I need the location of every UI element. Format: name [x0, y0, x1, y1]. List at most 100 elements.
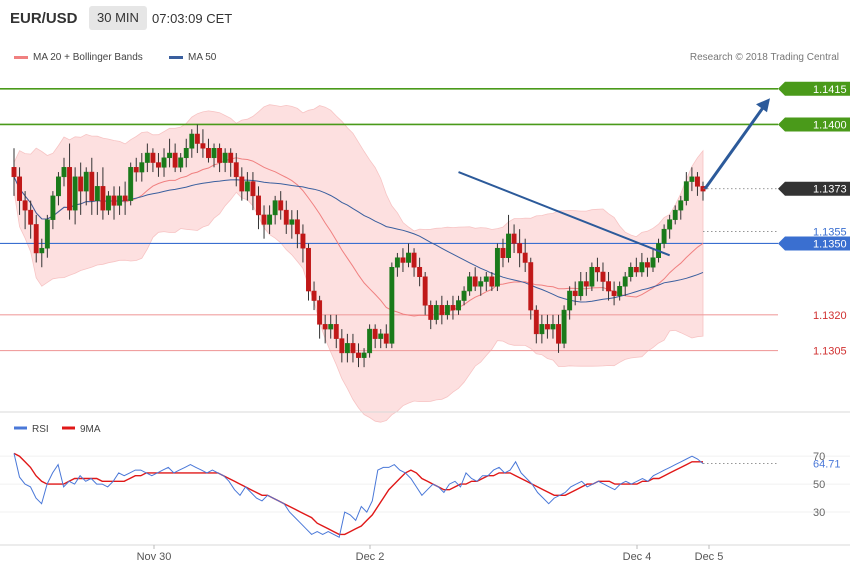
candle-body: [56, 176, 61, 197]
candle: [661, 224, 667, 249]
ma50-swatch: [169, 55, 183, 59]
candle-body: [306, 247, 311, 292]
candle-body: [172, 152, 178, 168]
candle-body: [678, 200, 684, 211]
rsi-current-value: 64.71: [813, 459, 841, 471]
candle: [494, 243, 500, 292]
candle-body: [439, 305, 445, 316]
candle: [89, 157, 95, 215]
candle: [589, 262, 595, 292]
candle: [306, 243, 311, 301]
candle: [28, 200, 34, 239]
candle: [222, 148, 228, 173]
candle-body: [217, 148, 223, 163]
candle: [461, 286, 467, 306]
candle: [694, 172, 700, 196]
candle: [594, 257, 600, 282]
candle: [294, 210, 300, 249]
candle-body: [83, 171, 89, 192]
candle: [39, 238, 45, 268]
candle: [72, 167, 78, 225]
ma9-line: [13, 452, 703, 536]
candle: [650, 248, 656, 272]
candle-body: [600, 271, 606, 282]
candle: [411, 248, 417, 277]
level-label-1.1305: 1.1305: [813, 346, 847, 358]
candle: [189, 129, 195, 158]
candle-body: [144, 152, 150, 163]
candle: [444, 300, 450, 320]
candle: [678, 195, 684, 220]
candle: [50, 191, 56, 230]
candle-body: [278, 200, 284, 211]
candle: [428, 300, 434, 330]
candle: [194, 124, 200, 154]
candle: [506, 214, 511, 263]
candle: [78, 162, 84, 215]
candle-body: [183, 148, 189, 159]
level-tag-1.1415: [778, 81, 850, 96]
candle: [478, 276, 484, 296]
candle-body: [267, 214, 273, 225]
candle: [611, 281, 617, 306]
candle-body: [583, 281, 589, 287]
candle: [400, 248, 406, 272]
candle: [617, 281, 623, 301]
candle: [344, 333, 350, 363]
candle: [561, 305, 567, 349]
candle-body: [539, 324, 545, 335]
timeframe-badge[interactable]: 30 MIN: [89, 6, 147, 30]
candle: [639, 252, 645, 277]
candle: [278, 191, 284, 220]
candle: [289, 210, 295, 239]
candle: [283, 200, 289, 234]
candle-body: [244, 181, 250, 192]
candle: [328, 314, 334, 339]
candle: [261, 205, 267, 239]
candle: [133, 157, 139, 182]
candle-body: [500, 247, 506, 258]
candle-body: [100, 186, 106, 211]
current-price-tag: [778, 181, 850, 196]
candle: [483, 272, 489, 292]
candle-body: [428, 305, 434, 320]
candle-body: [589, 266, 595, 287]
candle: [383, 324, 389, 349]
candle-body: [250, 181, 256, 197]
candles-layer: [11, 124, 706, 368]
candle-body: [594, 266, 600, 273]
candle: [322, 314, 328, 344]
level-label-1.1320: 1.1320: [813, 310, 847, 322]
candle-body: [389, 266, 395, 344]
candle: [300, 224, 306, 263]
candle: [128, 162, 134, 206]
candle: [339, 329, 345, 363]
candle-body: [567, 290, 573, 311]
candle: [539, 314, 545, 344]
candle: [211, 143, 217, 168]
candle-body: [228, 152, 234, 163]
time-tick-label: Dec 2: [356, 551, 385, 563]
candle-body: [344, 343, 350, 354]
rsi-line: [13, 453, 704, 538]
candle-body: [111, 195, 117, 206]
candle-body: [556, 324, 561, 344]
current-time: 07:03:09 CET: [152, 11, 233, 26]
candle: [672, 205, 678, 225]
candle: [633, 257, 639, 277]
candle-body: [628, 266, 634, 278]
candle-body: [672, 209, 678, 220]
candle: [522, 238, 528, 272]
candle-body: [661, 228, 667, 244]
candle-body: [28, 209, 34, 225]
candle-body: [39, 247, 45, 254]
candle-body: [178, 157, 184, 168]
candle-body: [472, 276, 478, 287]
candle-body: [289, 219, 295, 225]
ma20-swatch: [14, 55, 28, 59]
candle-body: [561, 309, 567, 344]
candle-body: [417, 266, 423, 278]
candle-body: [544, 324, 550, 330]
candle-body: [150, 152, 156, 163]
